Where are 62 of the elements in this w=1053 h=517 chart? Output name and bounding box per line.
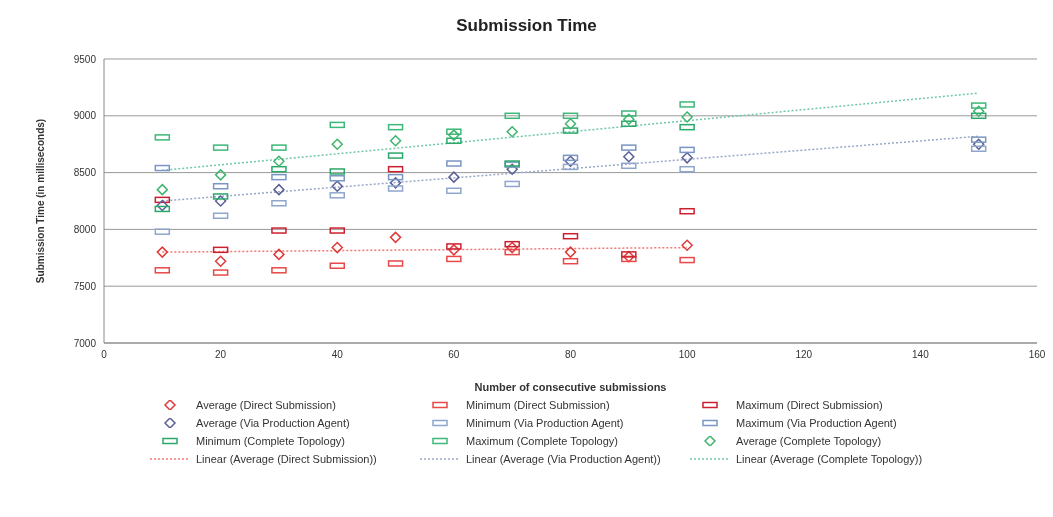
y-tick-label: 7000 [73, 337, 97, 349]
y-tick-label: 9000 [73, 110, 97, 122]
x-tick-label: 40 [331, 349, 344, 361]
point [681, 239, 693, 252]
point [506, 241, 518, 254]
legend-label: Average (Via Production Agent) [196, 417, 350, 429]
legend-label: Minimum (Direct Submission) [466, 399, 610, 411]
point [448, 129, 460, 141]
point [623, 113, 635, 125]
chart-title: Submission Time [455, 16, 598, 36]
point [623, 150, 635, 163]
x-tick-label: 60 [448, 349, 460, 361]
x-tick-label: 80 [564, 349, 577, 361]
legend-label: Minimum (Complete Topology) [196, 435, 345, 447]
legend-label: Linear (Average (Direct Submission)) [196, 453, 377, 465]
point [448, 244, 460, 256]
x-tick-label: 140 [912, 349, 930, 361]
x-tick-label: 100 [678, 349, 696, 361]
x-tick-label: 20 [215, 349, 227, 361]
point [623, 250, 635, 263]
point [681, 111, 693, 123]
point [273, 155, 285, 167]
point [972, 138, 985, 150]
point [564, 118, 577, 130]
point [331, 180, 343, 192]
point [389, 231, 402, 244]
point [681, 152, 693, 164]
y-tick-label: 7500 [73, 280, 97, 292]
point [506, 163, 518, 175]
point [214, 169, 227, 181]
y-tick-label: 8000 [73, 223, 97, 235]
point [214, 195, 227, 207]
point [214, 255, 227, 267]
point [331, 138, 343, 150]
legend-label: Maximum (Via Production Agent) [736, 417, 897, 429]
point [273, 248, 285, 261]
legend-label: Average (Direct Submission) [196, 399, 336, 411]
legend-label: Minimum (Via Production Agent) [466, 417, 624, 429]
point [156, 246, 169, 258]
point [389, 135, 402, 147]
point [564, 246, 577, 258]
x-tick-label: 0 [101, 349, 108, 361]
point [156, 183, 169, 196]
point [273, 183, 285, 196]
y-tick-label: 9500 [73, 53, 97, 65]
point [448, 171, 460, 183]
point [564, 155, 577, 167]
legend-label: Average (Complete Topology) [736, 435, 882, 447]
y-axis-title: Submission Time (in milliseconds) [34, 118, 46, 284]
point [156, 199, 169, 212]
y-tick-label: 8500 [73, 167, 97, 179]
x-tick-label: 120 [795, 349, 813, 361]
point [389, 177, 402, 189]
x-tick-label: 160 [1028, 349, 1046, 361]
legend-label: Linear (Average (Via Production Agent)) [466, 453, 661, 465]
point [506, 125, 518, 138]
legend-label: Linear (Average (Complete Topology)) [736, 453, 923, 465]
point [331, 241, 343, 254]
legend-label: Maximum (Direct Submission) [736, 399, 883, 411]
legend-label: Maximum (Complete Topology) [466, 435, 619, 447]
x-axis-title: Number of consecutive submissions [474, 381, 667, 393]
point [972, 105, 985, 118]
